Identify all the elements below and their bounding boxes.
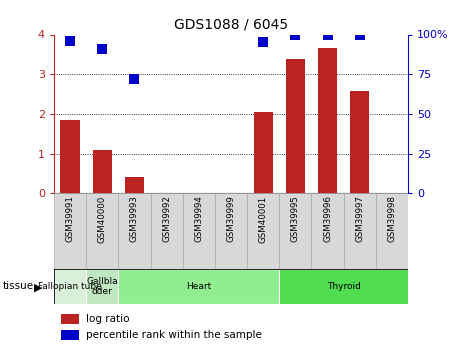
FancyBboxPatch shape xyxy=(376,193,408,269)
Text: GSM40001: GSM40001 xyxy=(259,196,268,243)
Point xyxy=(131,76,138,82)
Text: Heart: Heart xyxy=(186,282,212,291)
FancyBboxPatch shape xyxy=(279,193,311,269)
Point xyxy=(324,32,331,37)
Bar xyxy=(286,59,305,193)
Point xyxy=(66,38,74,43)
Point xyxy=(98,46,106,51)
FancyBboxPatch shape xyxy=(247,193,279,269)
Bar xyxy=(61,314,79,324)
Bar xyxy=(254,112,273,193)
Bar xyxy=(61,120,80,193)
Point xyxy=(292,32,299,37)
Text: tissue: tissue xyxy=(2,282,33,291)
Text: GSM39996: GSM39996 xyxy=(323,196,332,242)
Text: GSM39995: GSM39995 xyxy=(291,196,300,242)
Point xyxy=(259,40,267,45)
Text: GSM39992: GSM39992 xyxy=(162,196,171,242)
Text: GSM39999: GSM39999 xyxy=(227,196,235,242)
FancyBboxPatch shape xyxy=(311,193,344,269)
FancyBboxPatch shape xyxy=(183,193,215,269)
FancyBboxPatch shape xyxy=(279,269,408,304)
Point xyxy=(356,32,363,37)
Text: Fallopian tube: Fallopian tube xyxy=(38,282,102,291)
Text: percentile rank within the sample: percentile rank within the sample xyxy=(86,330,262,340)
Text: Thyroid: Thyroid xyxy=(327,282,361,291)
Bar xyxy=(92,150,112,193)
FancyBboxPatch shape xyxy=(118,269,279,304)
Text: ▶: ▶ xyxy=(34,283,43,293)
Bar xyxy=(125,177,144,193)
FancyBboxPatch shape xyxy=(86,193,118,269)
Text: GSM39994: GSM39994 xyxy=(194,196,203,242)
Bar xyxy=(318,48,337,193)
FancyBboxPatch shape xyxy=(215,193,247,269)
FancyBboxPatch shape xyxy=(151,193,183,269)
Bar xyxy=(350,91,370,193)
Text: GSM40000: GSM40000 xyxy=(98,196,107,243)
FancyBboxPatch shape xyxy=(86,269,118,304)
Text: GSM39991: GSM39991 xyxy=(66,196,75,242)
FancyBboxPatch shape xyxy=(118,193,151,269)
Text: GSM39997: GSM39997 xyxy=(355,196,364,242)
Title: GDS1088 / 6045: GDS1088 / 6045 xyxy=(174,18,288,32)
FancyBboxPatch shape xyxy=(344,193,376,269)
FancyBboxPatch shape xyxy=(54,193,86,269)
Bar xyxy=(61,330,79,341)
Text: GSM39993: GSM39993 xyxy=(130,196,139,242)
Text: log ratio: log ratio xyxy=(86,314,129,324)
FancyBboxPatch shape xyxy=(54,269,86,304)
Text: Gallbla
dder: Gallbla dder xyxy=(86,277,118,296)
Text: GSM39998: GSM39998 xyxy=(387,196,396,242)
